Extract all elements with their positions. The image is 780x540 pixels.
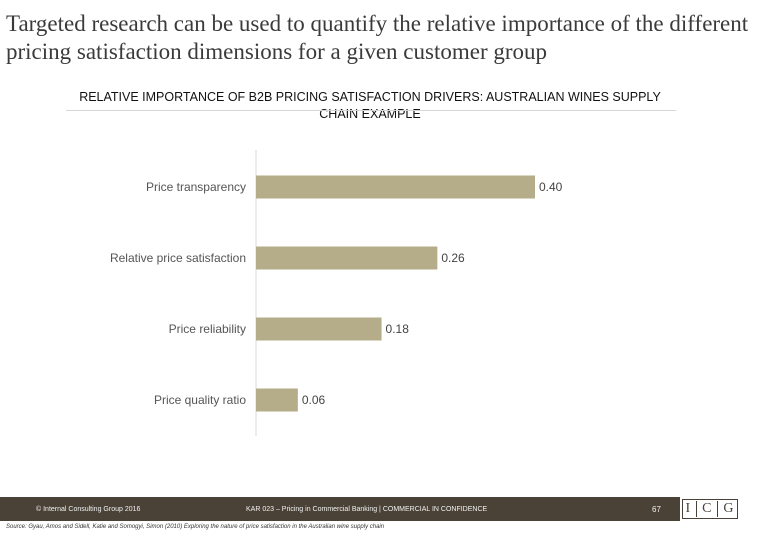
- category-label: Price transparency: [146, 180, 246, 194]
- data-label: 0.40: [539, 180, 563, 194]
- source-note: Source: Gyau, Amos and Sidell, Katie and…: [6, 524, 385, 530]
- logo-letter: C: [702, 501, 713, 516]
- data-label: 0.26: [441, 251, 465, 265]
- bar: [256, 317, 382, 341]
- bar: [256, 175, 535, 199]
- category-label: Relative price satisfaction: [110, 251, 246, 265]
- title-divider: [66, 110, 676, 111]
- footer-bar: [0, 497, 680, 521]
- bar: [256, 388, 298, 412]
- footer-copyright: © Internal Consulting Group 2016: [36, 506, 141, 513]
- logo-divider: [717, 501, 719, 517]
- logo-letter: G: [723, 501, 735, 516]
- category-label: Price reliability: [169, 322, 246, 336]
- data-label: 0.18: [386, 322, 410, 336]
- logo-divider: [696, 501, 698, 517]
- icg-logo: I C G: [682, 499, 738, 519]
- page-number: 67: [652, 505, 661, 514]
- bar: [256, 246, 438, 270]
- category-label: Price quality ratio: [154, 393, 246, 407]
- data-label: 0.06: [302, 393, 326, 407]
- slide-title: Targeted research can be used to quantif…: [6, 11, 749, 64]
- footer-confidentiality: KAR 023 – Pricing in Commercial Banking …: [246, 506, 488, 513]
- logo-letter: I: [685, 501, 692, 516]
